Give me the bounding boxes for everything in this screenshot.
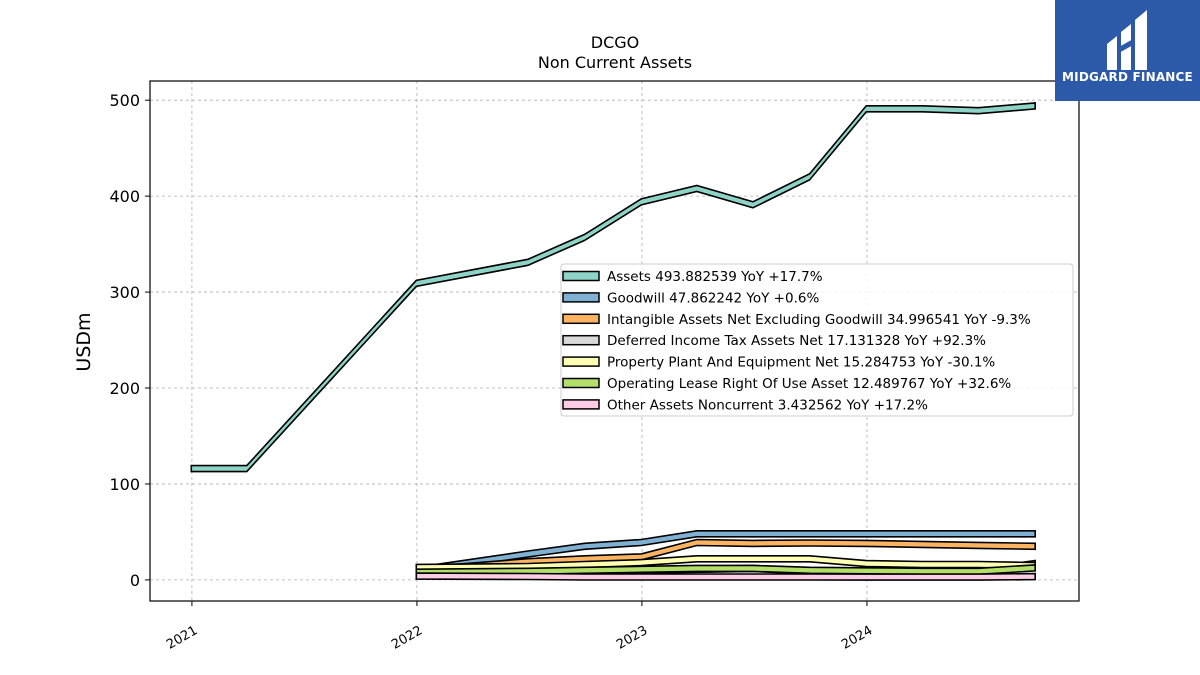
legend-swatch-4	[562, 356, 600, 367]
legend-entry-4: Property Plant And Equipment Net 15.2847…	[607, 355, 995, 371]
legend: Assets 493.882539 YoY +17.7% Goodwill 47.…	[560, 263, 1074, 417]
x-tick-label: 2024	[839, 623, 875, 653]
chart-subtitle: Non Current Assets	[538, 53, 692, 72]
chart-title: DCGO	[591, 33, 639, 52]
legend-swatch-5	[562, 377, 600, 389]
series-band-5	[415, 564, 1036, 577]
y-tick-label: 400	[109, 187, 140, 206]
legend-swatch-6	[562, 399, 600, 410]
legend-swatch-2	[562, 313, 600, 325]
series-band-6	[415, 572, 1036, 581]
x-tick-label: 2022	[389, 623, 425, 653]
y-axis-label: USDm	[73, 312, 95, 371]
legend-entry-1: Goodwill 47.862242 YoY +0.6%	[607, 290, 819, 306]
series-band-1	[415, 530, 1036, 575]
legend-entry-2: Intangible Assets Net Excluding Goodwill…	[607, 312, 1031, 328]
legend-box	[560, 263, 1074, 417]
series-layer	[190, 102, 1036, 581]
legend-entry-6: Other Assets Noncurrent 3.432562 YoY +17…	[607, 397, 928, 413]
y-tick-label: 200	[109, 379, 140, 398]
midgard-logo-mark-icon	[1107, 10, 1147, 70]
legend-swatch-0	[562, 270, 600, 282]
legend-entry-0: Assets 493.882539 YoY +17.7%	[607, 269, 823, 285]
plot-frame	[149, 80, 1080, 602]
legend-entry-5: Operating Lease Right Of Use Asset 12.48…	[607, 376, 1011, 392]
y-tick-label: 500	[109, 91, 140, 110]
series-band-0	[190, 102, 1036, 473]
legend-swatch-3	[562, 334, 600, 346]
legend-entry-3: Deferred Income Tax Assets Net 17.131328…	[607, 333, 986, 349]
y-tick-label: 100	[109, 475, 140, 494]
y-tick-label: 0	[130, 571, 140, 590]
x-tick-label: 2023	[614, 623, 650, 653]
logo-text: MIDGARD FINANCE	[1062, 70, 1193, 84]
midgard-finance-logo: MIDGARD FINANCE	[1055, 0, 1200, 101]
x-tick-label: 2021	[164, 623, 200, 653]
legend-swatch-1	[562, 292, 600, 303]
y-tick-label: 300	[109, 283, 140, 302]
